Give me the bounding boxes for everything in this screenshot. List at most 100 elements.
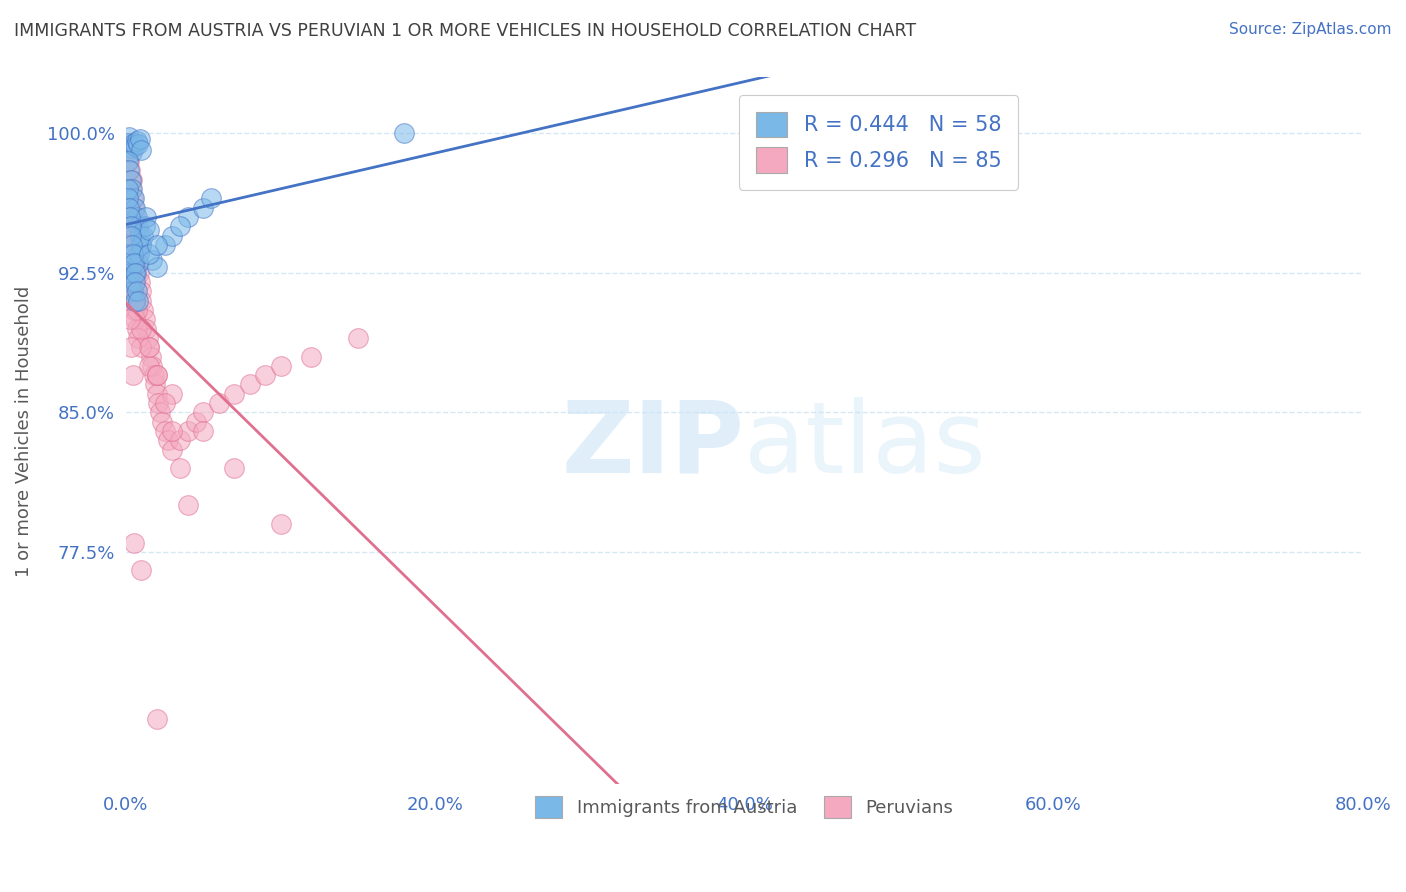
Point: [120, 141, 142, 155]
Point: [127, 256, 149, 270]
Point: [124, 293, 146, 308]
Point: [122, 285, 145, 299]
Point: [122, 191, 145, 205]
Point: [142, 368, 165, 383]
Point: [177, 424, 200, 438]
Point: [127, 137, 149, 152]
Point: [118, 201, 141, 215]
Point: [146, 368, 169, 383]
Point: [118, 238, 141, 252]
Point: [132, 303, 155, 318]
Point: [139, 350, 162, 364]
Point: [125, 210, 148, 224]
Point: [117, 256, 139, 270]
Point: [193, 201, 215, 215]
Point: [134, 219, 156, 234]
Text: atlas: atlas: [744, 397, 986, 493]
Point: [146, 238, 169, 252]
Point: [118, 163, 141, 178]
Point: [124, 219, 146, 234]
Point: [136, 331, 159, 345]
Point: [394, 126, 416, 140]
Point: [124, 312, 146, 326]
Point: [117, 201, 139, 215]
Point: [224, 461, 246, 475]
Point: [117, 219, 139, 234]
Point: [124, 266, 146, 280]
Point: [169, 219, 191, 234]
Point: [120, 228, 142, 243]
Point: [134, 312, 156, 326]
Point: [128, 247, 150, 261]
Point: [146, 712, 169, 726]
Point: [124, 275, 146, 289]
Point: [120, 247, 142, 261]
Point: [124, 139, 146, 153]
Point: [122, 136, 145, 150]
Point: [124, 201, 146, 215]
Point: [118, 228, 141, 243]
Point: [127, 331, 149, 345]
Point: [131, 564, 153, 578]
Point: [270, 359, 292, 373]
Point: [120, 285, 142, 299]
Point: [122, 275, 145, 289]
Point: [131, 143, 153, 157]
Point: [125, 238, 148, 252]
Point: [138, 223, 160, 237]
Text: ZIP: ZIP: [561, 397, 744, 493]
Point: [127, 293, 149, 308]
Point: [129, 132, 152, 146]
Point: [122, 535, 145, 549]
Point: [135, 321, 157, 335]
Point: [141, 252, 163, 267]
Point: [169, 461, 191, 475]
Point: [146, 368, 169, 383]
Point: [125, 266, 148, 280]
Point: [132, 228, 155, 243]
Point: [121, 266, 143, 280]
Point: [117, 285, 139, 299]
Point: [125, 134, 148, 148]
Point: [153, 424, 176, 438]
Point: [122, 303, 145, 318]
Point: [162, 386, 184, 401]
Point: [177, 210, 200, 224]
Point: [200, 191, 222, 205]
Point: [118, 312, 141, 326]
Point: [120, 340, 142, 354]
Point: [124, 293, 146, 308]
Point: [254, 368, 277, 383]
Point: [125, 303, 148, 318]
Point: [117, 256, 139, 270]
Text: IMMIGRANTS FROM AUSTRIA VS PERUVIAN 1 OR MORE VEHICLES IN HOUSEHOLD CORRELATION : IMMIGRANTS FROM AUSTRIA VS PERUVIAN 1 OR…: [14, 22, 917, 40]
Point: [122, 201, 145, 215]
Point: [145, 377, 167, 392]
Point: [121, 182, 143, 196]
Point: [193, 424, 215, 438]
Point: [122, 247, 145, 261]
Point: [118, 154, 141, 169]
Point: [131, 340, 153, 354]
Point: [122, 191, 145, 205]
Point: [193, 405, 215, 419]
Point: [138, 340, 160, 354]
Point: [117, 247, 139, 261]
Point: [120, 182, 142, 196]
Point: [120, 275, 142, 289]
Point: [270, 516, 292, 531]
Point: [162, 228, 184, 243]
Point: [138, 340, 160, 354]
Point: [121, 173, 143, 187]
Point: [125, 228, 148, 243]
Point: [347, 331, 370, 345]
Point: [118, 266, 141, 280]
Point: [120, 173, 142, 187]
Point: [129, 228, 152, 243]
Point: [138, 359, 160, 373]
Point: [153, 396, 176, 410]
Point: [224, 386, 246, 401]
Point: [153, 238, 176, 252]
Point: [122, 368, 145, 383]
Point: [128, 266, 150, 280]
